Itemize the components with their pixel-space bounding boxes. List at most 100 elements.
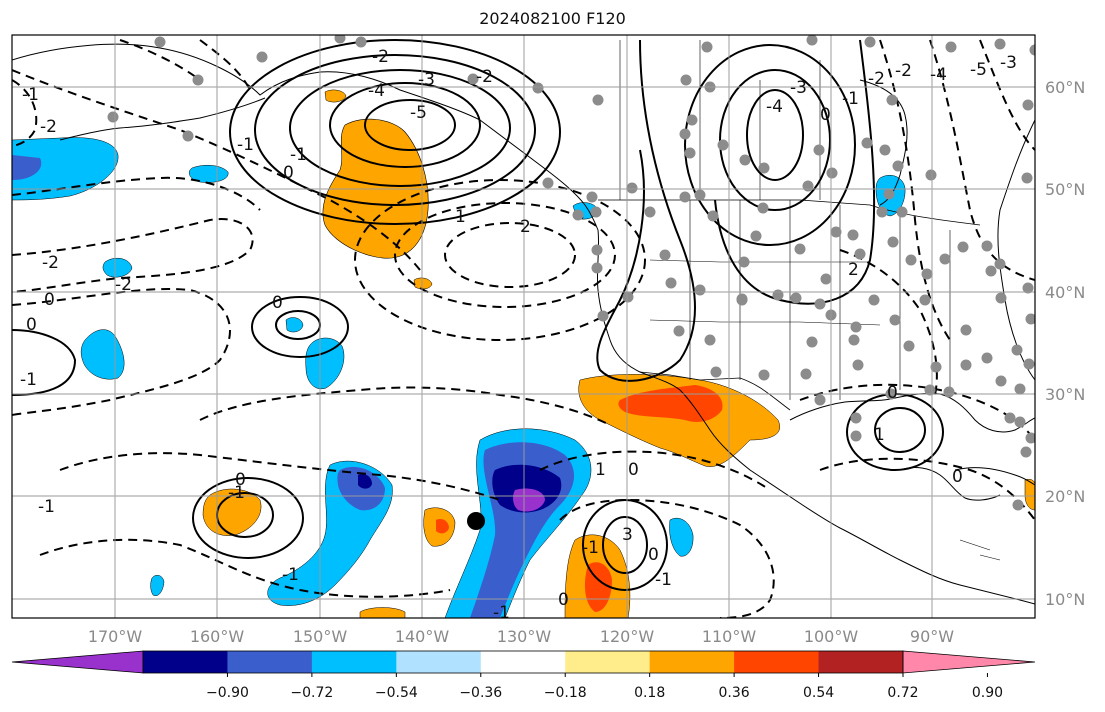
colorbar-segment	[734, 651, 820, 673]
shade-blue-small-1	[189, 164, 229, 183]
graticule	[12, 35, 1035, 618]
contour-solid-west-2	[192, 477, 304, 559]
contour-solid-south-1	[602, 516, 648, 574]
contour-dashed-east-1	[799, 383, 1035, 441]
station-dot	[591, 244, 603, 256]
station-dot	[626, 182, 638, 194]
contour-dashed-far-west	[12, 79, 38, 147]
coast-west-north-america	[596, 229, 1035, 605]
contour-label: -1	[38, 497, 55, 517]
lon-label-90w: 90°W	[910, 627, 954, 646]
shade-darkblue-west	[12, 155, 42, 180]
station-dot	[739, 154, 751, 166]
contour-solid-alaska-5	[229, 39, 561, 225]
map-title: 2024082100 F120	[479, 9, 626, 28]
contour-solid-canada-2	[719, 69, 831, 211]
station-dot	[1025, 313, 1035, 325]
station-dot	[847, 229, 859, 241]
lat-label-50n: 50°N	[1045, 180, 1085, 199]
contour-label: 0	[628, 460, 639, 480]
station-dot	[994, 38, 1006, 50]
shade-blue-tiny-east	[669, 517, 694, 557]
station-dot	[1029, 44, 1035, 56]
contour-dashed-west-1	[12, 218, 254, 293]
contour-dashed-pacific-1	[444, 222, 576, 288]
station-dot	[883, 188, 895, 200]
station-dot	[1004, 412, 1016, 424]
station-dot	[586, 191, 598, 203]
station-dot	[802, 180, 814, 192]
station-dot	[995, 292, 1007, 304]
contour-label: -1	[22, 85, 39, 105]
lat-label-30n: 30°N	[1045, 385, 1085, 404]
station-dot	[1022, 99, 1034, 111]
station-dot	[684, 147, 696, 159]
station-dot	[889, 314, 901, 326]
colorbar-tick-label: −0.18	[544, 685, 587, 701]
border-canada-provinces	[619, 40, 821, 200]
station-dot	[591, 262, 603, 274]
station-dot	[467, 73, 479, 85]
contour-label: -1	[228, 483, 245, 503]
station-dot	[1011, 344, 1023, 356]
colorbar: −0.90 −0.72 −0.54 −0.36 −0.18 0.18 0.36 0.54 0.7…	[11, 650, 1036, 701]
lat-label-10n: 10°N	[1045, 590, 1085, 609]
station-dot	[848, 334, 860, 346]
contour-solid-alaska-3	[289, 69, 511, 187]
contour-label: -5	[970, 60, 987, 80]
contour-solid-hawaii-2	[251, 296, 349, 358]
station-dot	[945, 41, 957, 53]
station-dot	[921, 268, 933, 280]
contour-labels: -2 -3 -2 -4 -5 -1 0 1 2 -1 -4 -3 -2 -1 0…	[20, 47, 1017, 623]
contour-label: 0	[26, 315, 37, 335]
station-dot	[750, 230, 762, 242]
lat-label-20n: 20°N	[1045, 487, 1085, 506]
station-dot	[757, 202, 769, 214]
station-dot	[960, 359, 972, 371]
shade-navy-tropics-west	[358, 474, 372, 489]
contour-solid-canada-4	[596, 39, 696, 382]
shade-blue-hawaii-east	[305, 337, 345, 390]
contour-dashed-pacific-3	[354, 179, 646, 341]
station-dot	[686, 114, 698, 126]
station-dot	[806, 336, 818, 348]
contour-label: 0	[887, 383, 898, 403]
station-dot	[994, 258, 1006, 270]
storm-position-marker	[467, 512, 485, 530]
station-dot	[1014, 416, 1026, 428]
station-dot	[925, 169, 937, 181]
station-dot	[192, 74, 204, 86]
contour-label: -5	[410, 103, 427, 123]
border-central-america	[959, 539, 1001, 561]
lon-label-110w: 110°W	[702, 627, 757, 646]
station-dot	[758, 369, 770, 381]
station-dot	[960, 324, 972, 336]
contour-label: -1	[290, 145, 307, 165]
station-dot	[597, 310, 609, 322]
contour-solid-canada-1	[746, 89, 804, 181]
station-dot	[694, 284, 706, 296]
contour-label: -1	[493, 603, 510, 623]
station-dot	[892, 160, 904, 172]
contour-dashed-east-3	[879, 39, 951, 341]
contour-label: -1	[282, 565, 299, 585]
station-dot	[1022, 282, 1034, 294]
station-dot	[701, 41, 713, 53]
station-dot	[995, 375, 1007, 387]
colorbar-tick-label: 0.18	[634, 685, 665, 701]
station-dot	[622, 291, 634, 303]
station-dot	[355, 36, 367, 48]
station-dot	[794, 243, 806, 255]
contour-label: -2	[42, 253, 59, 273]
contour-label: -2	[115, 275, 132, 295]
station-dot	[532, 82, 544, 94]
border-us-mexico	[639, 371, 791, 411]
colorbar-tick-label: 0.90	[972, 685, 1003, 701]
contour-label: 0	[648, 545, 659, 565]
lat-label-60n: 60°N	[1045, 78, 1085, 97]
colorbar-segment	[396, 651, 482, 673]
contour-label: 0	[558, 590, 569, 610]
contour-label: 0	[272, 293, 283, 313]
station-dot	[850, 321, 862, 333]
station-dot	[924, 384, 936, 396]
